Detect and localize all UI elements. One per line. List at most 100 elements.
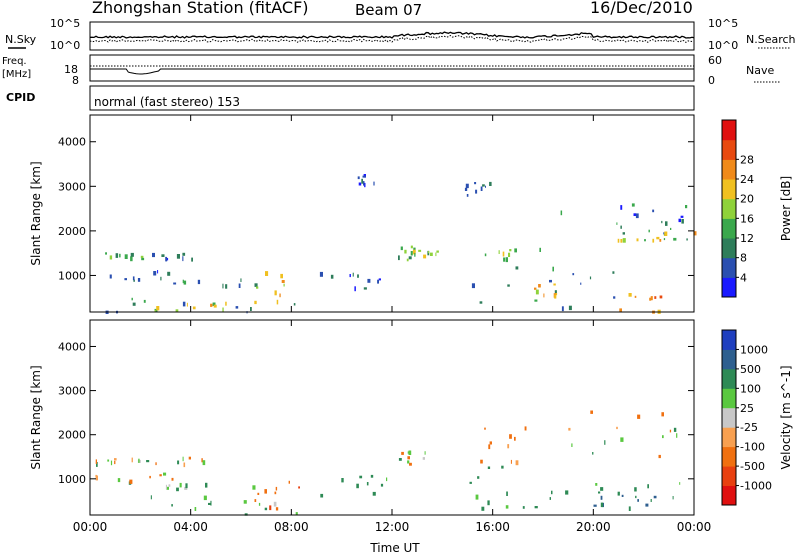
vel-cell <box>635 495 637 499</box>
cpid-panel-frame <box>89 85 695 111</box>
power-cell <box>435 252 437 257</box>
power-cell <box>654 296 657 299</box>
power-cell <box>659 295 663 299</box>
power-cell <box>157 270 159 274</box>
cpid-text: normal (fast stereo) 153 <box>94 95 240 109</box>
x-tick-label: 04:00 <box>173 520 208 534</box>
colorbar-tick-label: -1000 <box>740 480 772 493</box>
vel-cell <box>159 474 162 477</box>
colorbar-frame <box>721 329 737 506</box>
vel-cell <box>481 506 485 511</box>
colorbar-tick-label: 500 <box>740 363 761 376</box>
vel-cell <box>179 482 182 488</box>
power-cell <box>357 176 360 180</box>
vel-cell <box>210 500 212 506</box>
power-cell <box>410 251 413 256</box>
noise-search-line <box>89 34 695 44</box>
vel-cell <box>637 499 639 502</box>
y-tick-label: 2000 <box>58 429 86 442</box>
power-cell <box>561 306 564 312</box>
power-cell <box>119 253 121 258</box>
power-cell <box>633 213 637 216</box>
power-cell <box>622 238 626 243</box>
power-cell <box>280 273 283 279</box>
power-cell <box>436 250 439 253</box>
power-cell <box>281 280 285 283</box>
power-cell <box>358 182 362 186</box>
freq-unit-label: [MHz] <box>2 69 31 80</box>
vel-cell <box>146 460 150 463</box>
x-tick-label: 16:00 <box>475 520 510 534</box>
vel-cell <box>366 482 369 486</box>
power-cell <box>182 279 184 284</box>
power-cell <box>543 293 545 298</box>
vel-cell <box>600 495 603 500</box>
noise-left-tick-top: 10^5 <box>50 17 80 30</box>
power-cell <box>616 222 618 225</box>
power-cell <box>109 255 113 260</box>
power-cell <box>466 194 469 197</box>
power-cell <box>265 271 269 276</box>
power-cell <box>364 182 366 188</box>
power-cell <box>235 306 239 309</box>
power-cell <box>589 276 592 280</box>
vel-cell <box>188 456 191 460</box>
vel-cell <box>637 414 641 419</box>
colorbar-tick-label: 20 <box>740 193 754 206</box>
vel-cell <box>252 485 256 490</box>
power-cell <box>408 256 412 260</box>
power-cell <box>352 272 354 277</box>
noise-left-tick-bottom: 10^0 <box>50 39 80 52</box>
power-cell <box>685 205 688 209</box>
power-cell <box>648 229 650 233</box>
power-cell <box>186 302 188 307</box>
vel-cell <box>534 506 538 509</box>
vel-cell <box>254 499 257 502</box>
vel-cell <box>549 497 551 500</box>
vel-cell <box>201 458 203 463</box>
power-cell <box>554 290 557 294</box>
freq-tick-bottom: 8 <box>72 74 79 87</box>
power-colorbar: 4 8 12 16 20 24 28 Power [dB] <box>721 119 793 298</box>
vel-cell <box>524 426 527 431</box>
vel-cell <box>477 476 480 479</box>
vel-cell <box>616 426 618 430</box>
vel-cell <box>480 459 483 464</box>
power-cell <box>617 238 620 243</box>
vel-cell <box>488 444 491 450</box>
power-cell <box>319 271 323 277</box>
power-cell <box>503 257 506 262</box>
power-cell <box>538 284 541 288</box>
vel-cell <box>341 478 344 483</box>
vel-cell <box>598 491 601 494</box>
nave-label: Nave <box>746 64 774 77</box>
colorbar-tick-label: 8 <box>740 252 747 265</box>
vel-cell <box>514 436 516 441</box>
date-label: 16/Dec/2010 <box>590 0 693 17</box>
power-cell <box>357 274 359 278</box>
vel-cell <box>469 481 472 484</box>
power-cell <box>428 250 430 254</box>
power-cell <box>143 299 146 303</box>
station-title: Zhongshan Station (fitACF) <box>92 0 309 17</box>
power-cell <box>398 255 400 261</box>
vel-cell <box>679 482 681 485</box>
power-cell <box>484 253 487 257</box>
colorbar-swatch <box>722 485 736 506</box>
power-cell <box>238 283 241 288</box>
vel-cell <box>505 505 509 509</box>
power-cell <box>225 284 228 289</box>
colorbar-tick-label: -100 <box>740 441 765 454</box>
power-cell <box>210 303 213 307</box>
power-cell <box>644 239 646 242</box>
vel-cell <box>257 492 260 495</box>
power-cell <box>182 301 186 307</box>
power-cell <box>173 282 177 285</box>
vel-cell <box>182 456 184 462</box>
colorbar-tick-label: 12 <box>740 232 754 245</box>
noise-right-tick-top: 10^5 <box>708 17 738 30</box>
power-cell <box>276 299 279 305</box>
power-cell <box>254 283 258 287</box>
power-cell <box>560 210 563 216</box>
